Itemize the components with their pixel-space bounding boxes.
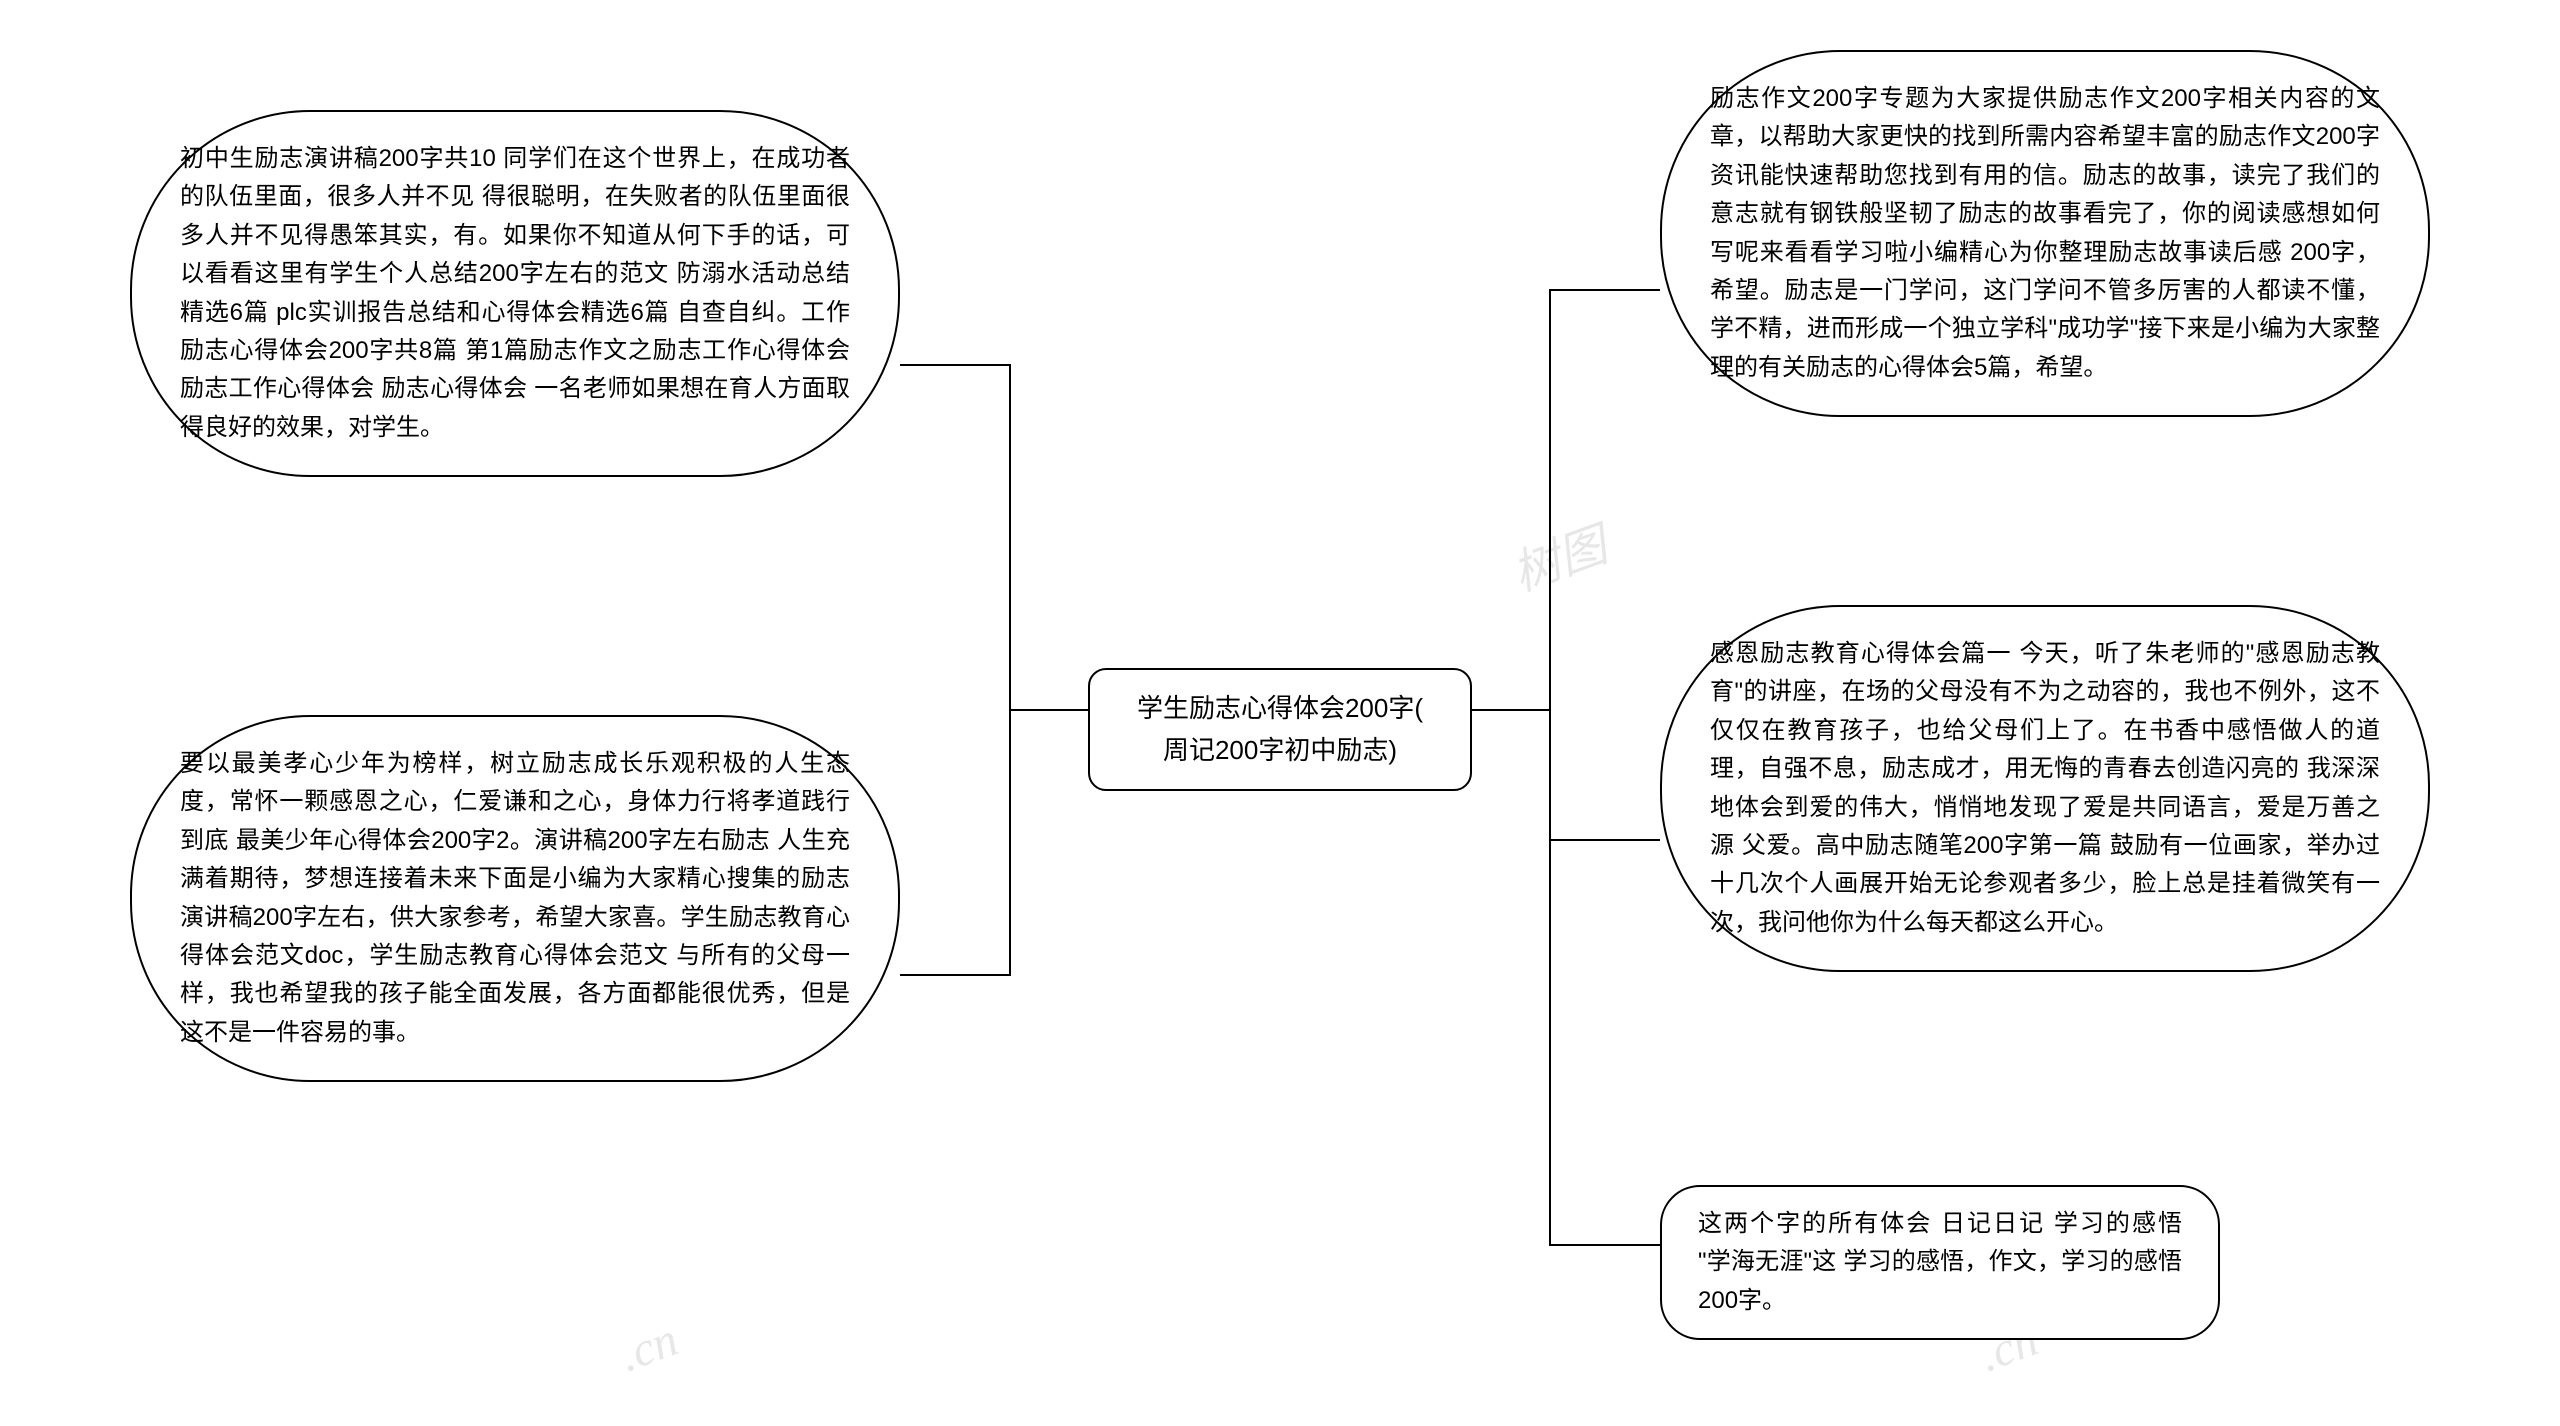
right-node-2-text: 感恩励志教育心得体会篇一 今天，听了朱老师的"感恩励志教育"的讲座，在场的父母没… xyxy=(1710,640,2380,936)
center-title-line2: 周记200字初中励志) xyxy=(1163,735,1397,765)
right-node-3-text: 这两个字的所有体会 日记日记 学习的感悟 "学海无涯"这 学习的感悟，作文，学习… xyxy=(1698,1210,2182,1314)
left-node-1: 初中生励志演讲稿200字共10 同学们在这个世界上，在成功者的队伍里面，很多人并… xyxy=(130,110,900,477)
right-node-2: 感恩励志教育心得体会篇一 今天，听了朱老师的"感恩励志教育"的讲座，在场的父母没… xyxy=(1660,605,2430,972)
watermark: .cn xyxy=(612,1312,685,1383)
right-node-3: 这两个字的所有体会 日记日记 学习的感悟 "学海无涯"这 学习的感悟，作文，学习… xyxy=(1660,1185,2220,1340)
watermark: 树图 xyxy=(1501,506,1615,605)
left-node-1-text: 初中生励志演讲稿200字共10 同学们在这个世界上，在成功者的队伍里面，很多人并… xyxy=(180,145,850,441)
left-node-2: 要以最美孝心少年为榜样，树立励志成长乐观积极的人生态度，常怀一颗感恩之心，仁爱谦… xyxy=(130,715,900,1082)
center-node: 学生励志心得体会200字( 周记200字初中励志) xyxy=(1088,668,1472,791)
right-node-1: 励志作文200字专题为大家提供励志作文200字相关内容的文章，以帮助大家更快的找… xyxy=(1660,50,2430,417)
center-title-line1: 学生励志心得体会200字( xyxy=(1137,693,1423,723)
left-node-2-text: 要以最美孝心少年为榜样，树立励志成长乐观积极的人生态度，常怀一颗感恩之心，仁爱谦… xyxy=(180,750,850,1046)
right-node-1-text: 励志作文200字专题为大家提供励志作文200字相关内容的文章，以帮助大家更快的找… xyxy=(1710,85,2380,381)
